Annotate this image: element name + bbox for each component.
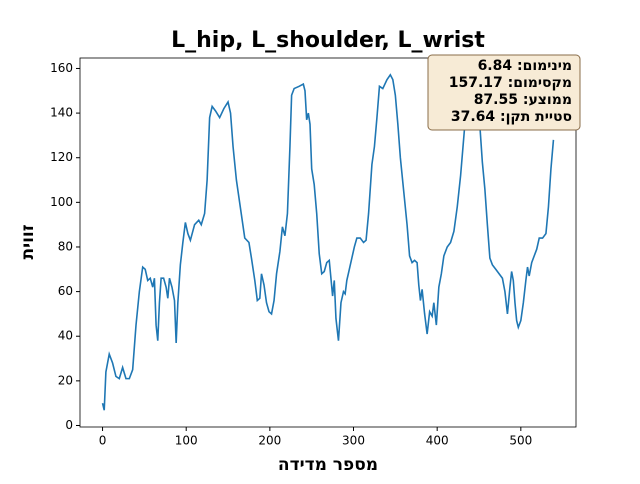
- stats-line: מינימום: 6.84: [478, 58, 572, 74]
- y-tick-label: 20: [58, 373, 73, 387]
- y-tick-label: 40: [58, 329, 73, 343]
- y-tick-label: 140: [50, 106, 73, 120]
- x-tick-label: 0: [99, 434, 107, 448]
- x-tick-label: 200: [258, 434, 281, 448]
- chart-title: L_hip, L_shoulder, L_wrist: [171, 28, 485, 53]
- x-tick-label: 100: [175, 434, 198, 448]
- y-tick-label: 60: [58, 284, 73, 298]
- data-line: [101, 73, 555, 411]
- stats-line: ממוצע: 87.55: [474, 92, 572, 108]
- y-axis-label: זווית: [18, 224, 38, 259]
- x-tick-label: 400: [426, 434, 449, 448]
- stats-line: סטיית תקן: 37.64: [451, 109, 572, 125]
- stats-line: מקסימום: 157.17: [449, 75, 572, 91]
- plot-frame: [79, 57, 577, 428]
- y-tick-label: 0: [65, 418, 73, 432]
- y-tick-label: 120: [50, 150, 73, 164]
- stats-box-bg: [427, 54, 581, 131]
- x-tick-label: 300: [342, 434, 365, 448]
- x-tick-label: 500: [509, 434, 532, 448]
- y-tick-label: 160: [50, 61, 73, 75]
- y-tick-label: 80: [58, 239, 73, 253]
- x-axis-label: מספר מדידה: [278, 455, 378, 475]
- y-tick-label: 100: [50, 195, 73, 209]
